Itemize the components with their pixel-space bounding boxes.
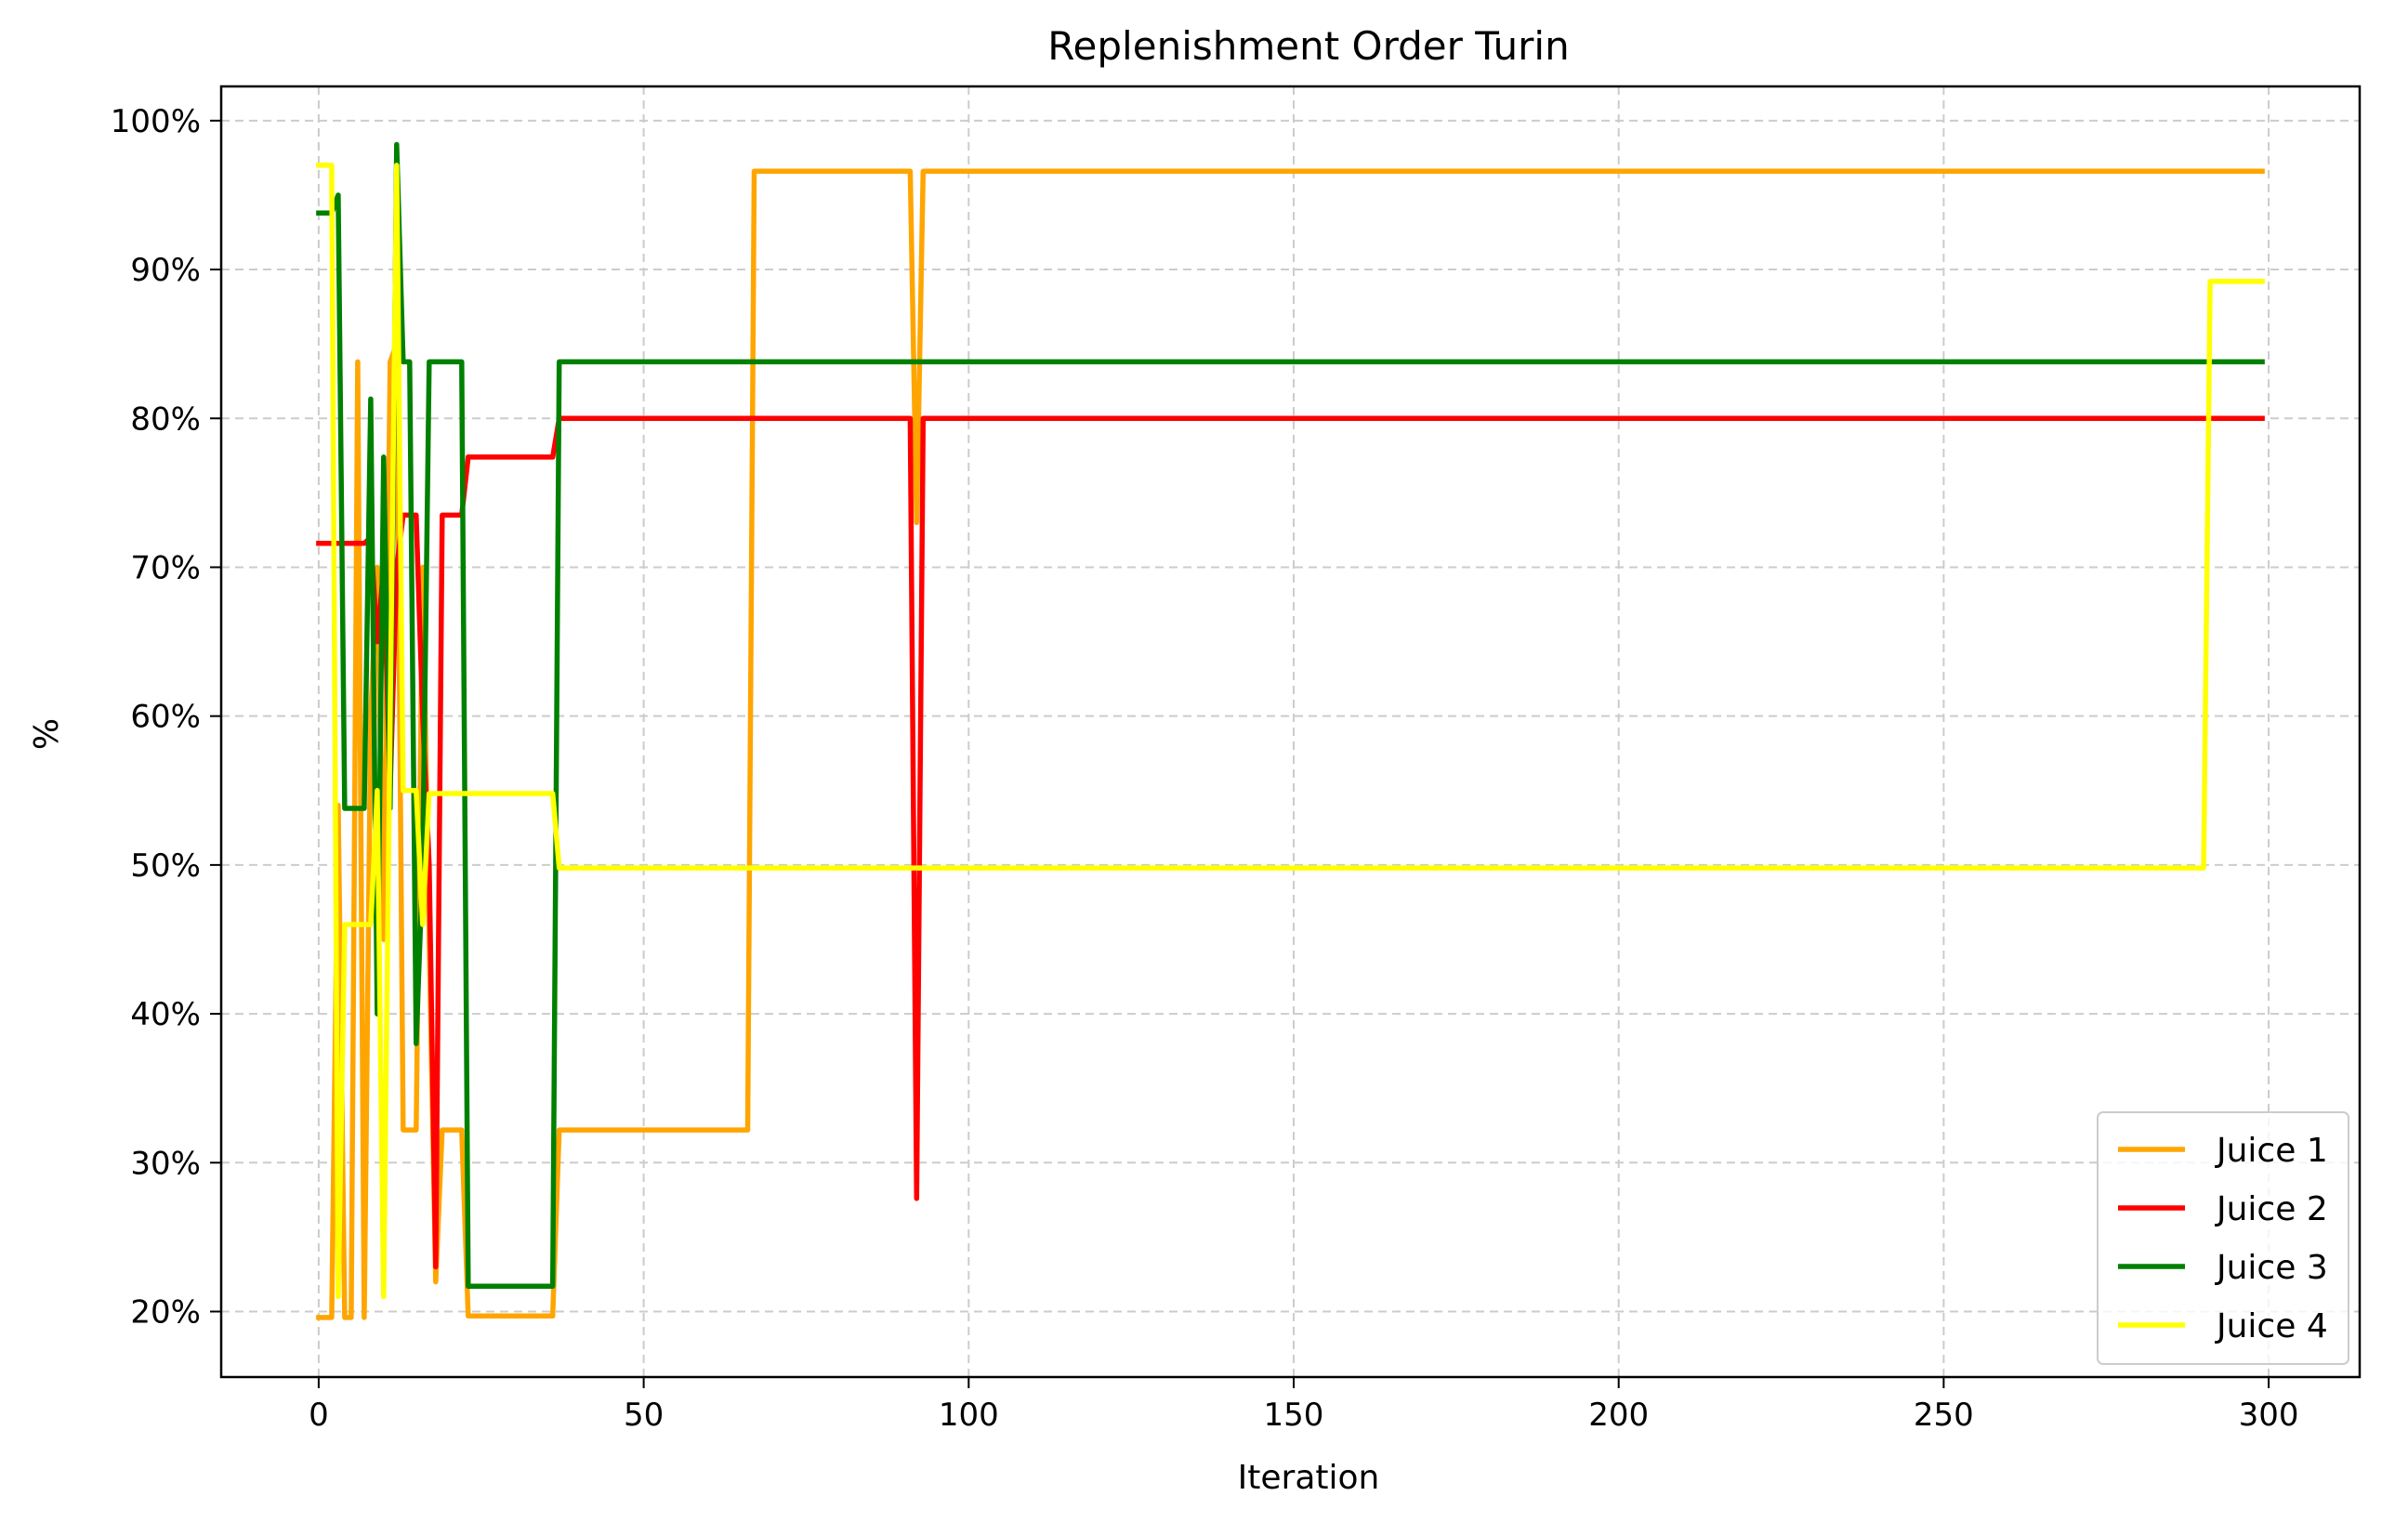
x-axis-label: Iteration [1238, 1459, 1380, 1497]
legend-label-juice-4: Juice 4 [2215, 1307, 2328, 1345]
y-tick-label: 80% [130, 400, 201, 438]
y-axis-label: % [28, 718, 66, 750]
y-tick-label: 90% [130, 252, 201, 289]
plot-frame [219, 85, 2362, 1379]
legend-box [2097, 1111, 2349, 1365]
y-tick-label: 50% [130, 847, 201, 885]
series-layer [316, 141, 2265, 1320]
legend: Juice 1 Juice 2 Juice 3 Juice 4 [2097, 1111, 2349, 1365]
x-tick-label: 0 [309, 1397, 329, 1434]
y-tick-label: 60% [130, 699, 201, 736]
x-tick-label: 150 [1264, 1397, 1324, 1434]
ticks: 0 50 100 150 200 250 300 20% 30% 40% 50% 60% 70% 80% 9… [111, 103, 2299, 1434]
x-tick-label: 250 [1914, 1397, 1974, 1434]
chart-title: Replenishment Order Turin [1047, 23, 1569, 69]
x-tick-label: 50 [624, 1397, 664, 1434]
legend-label-juice-1: Juice 1 [2215, 1132, 2328, 1170]
legend-label-juice-2: Juice 2 [2215, 1190, 2328, 1228]
series-line-juice-4 [316, 163, 2265, 1300]
y-tick-label: 40% [130, 996, 201, 1033]
x-tick-label: 300 [2239, 1397, 2299, 1434]
legend-label-juice-3: Juice 3 [2215, 1249, 2328, 1287]
y-tick-label: 70% [130, 549, 201, 586]
x-tick-label: 100 [939, 1397, 999, 1434]
x-tick-label: 200 [1588, 1397, 1649, 1434]
y-tick-label: 30% [130, 1145, 201, 1182]
y-tick-label: 20% [130, 1294, 201, 1332]
y-tick-label: 100% [111, 103, 201, 140]
